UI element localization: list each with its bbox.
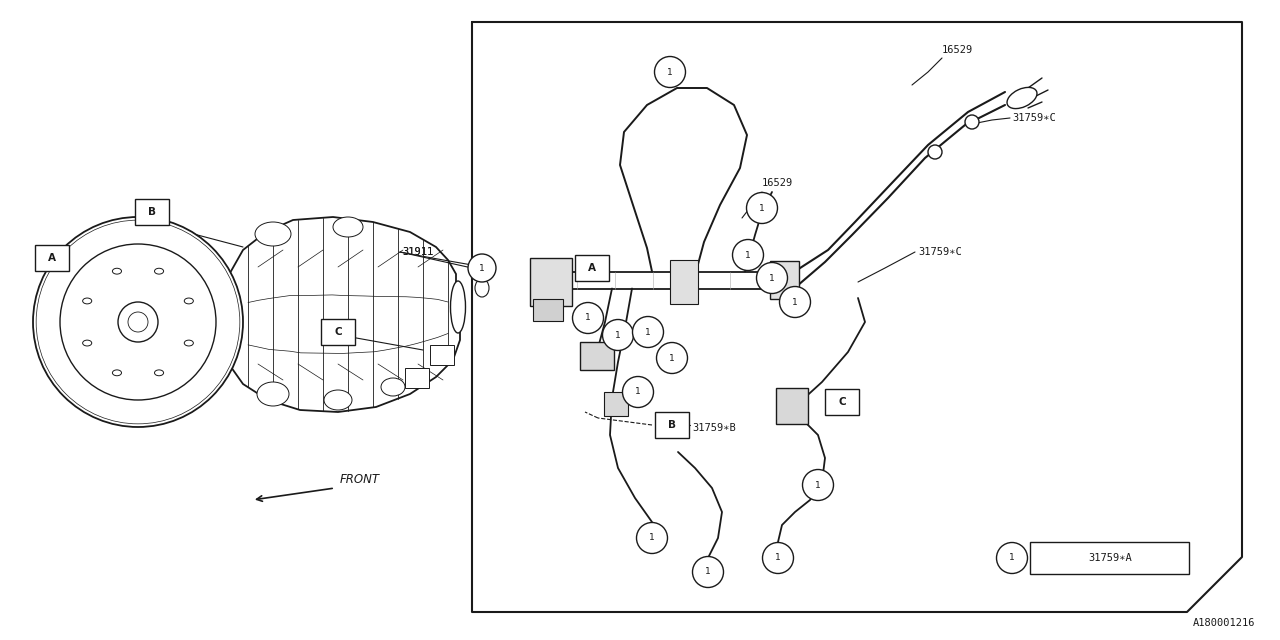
- Text: 1: 1: [479, 264, 485, 273]
- Text: 16529: 16529: [942, 45, 973, 55]
- Ellipse shape: [451, 281, 466, 333]
- Circle shape: [33, 217, 243, 427]
- Text: 1: 1: [776, 554, 781, 563]
- Ellipse shape: [333, 217, 364, 237]
- Ellipse shape: [381, 378, 404, 396]
- FancyBboxPatch shape: [35, 245, 69, 271]
- Circle shape: [746, 193, 777, 223]
- Circle shape: [780, 287, 810, 317]
- Text: A: A: [49, 253, 56, 263]
- Text: 1: 1: [585, 314, 591, 323]
- FancyBboxPatch shape: [826, 389, 859, 415]
- FancyBboxPatch shape: [655, 412, 689, 438]
- Circle shape: [572, 303, 603, 333]
- Text: 1: 1: [705, 568, 710, 577]
- FancyBboxPatch shape: [575, 255, 609, 281]
- Ellipse shape: [324, 390, 352, 410]
- FancyBboxPatch shape: [776, 388, 808, 424]
- FancyBboxPatch shape: [669, 260, 698, 304]
- Circle shape: [622, 376, 654, 408]
- FancyBboxPatch shape: [1030, 542, 1189, 574]
- Ellipse shape: [257, 382, 289, 406]
- Text: 1: 1: [635, 387, 641, 397]
- Polygon shape: [227, 217, 460, 412]
- Text: A180001216: A180001216: [1193, 618, 1254, 628]
- Circle shape: [657, 342, 687, 374]
- Text: 31759∗B: 31759∗B: [692, 423, 736, 433]
- Circle shape: [636, 522, 667, 554]
- Text: B: B: [148, 207, 156, 217]
- Circle shape: [468, 254, 497, 282]
- Text: 31759∗C: 31759∗C: [918, 247, 961, 257]
- FancyBboxPatch shape: [530, 258, 572, 306]
- Circle shape: [965, 115, 979, 129]
- Text: FRONT: FRONT: [340, 473, 380, 486]
- Text: 31759∗A: 31759∗A: [1088, 553, 1132, 563]
- FancyBboxPatch shape: [404, 368, 429, 388]
- Ellipse shape: [255, 222, 291, 246]
- Text: 1: 1: [792, 298, 797, 307]
- Text: 1: 1: [616, 330, 621, 339]
- Text: 1: 1: [645, 328, 650, 337]
- FancyBboxPatch shape: [430, 345, 454, 365]
- FancyBboxPatch shape: [580, 342, 614, 370]
- FancyBboxPatch shape: [321, 319, 355, 345]
- Text: 1: 1: [815, 481, 820, 490]
- Text: 1: 1: [669, 353, 675, 362]
- Circle shape: [692, 557, 723, 588]
- Circle shape: [997, 543, 1028, 573]
- Circle shape: [603, 319, 634, 351]
- Circle shape: [732, 239, 763, 271]
- Circle shape: [928, 145, 942, 159]
- FancyBboxPatch shape: [532, 299, 563, 321]
- FancyBboxPatch shape: [771, 261, 799, 299]
- Circle shape: [756, 262, 787, 294]
- Text: C: C: [334, 327, 342, 337]
- Text: 31759∗C: 31759∗C: [1012, 113, 1056, 123]
- Text: 1: 1: [649, 534, 655, 543]
- Circle shape: [632, 317, 663, 348]
- Text: 1: 1: [667, 67, 673, 77]
- FancyBboxPatch shape: [134, 199, 169, 225]
- Text: 1: 1: [745, 250, 751, 259]
- Text: 1: 1: [1009, 554, 1015, 563]
- Text: 1: 1: [759, 204, 765, 212]
- Circle shape: [803, 470, 833, 500]
- Text: 31911: 31911: [402, 247, 433, 257]
- Text: A: A: [588, 263, 596, 273]
- Text: 16529: 16529: [762, 178, 794, 188]
- Text: 1: 1: [769, 273, 774, 282]
- Circle shape: [763, 543, 794, 573]
- Text: C: C: [838, 397, 846, 407]
- Text: 31911: 31911: [402, 247, 433, 257]
- Text: B: B: [668, 420, 676, 430]
- FancyBboxPatch shape: [604, 392, 628, 416]
- Circle shape: [654, 56, 686, 88]
- Ellipse shape: [1007, 88, 1037, 109]
